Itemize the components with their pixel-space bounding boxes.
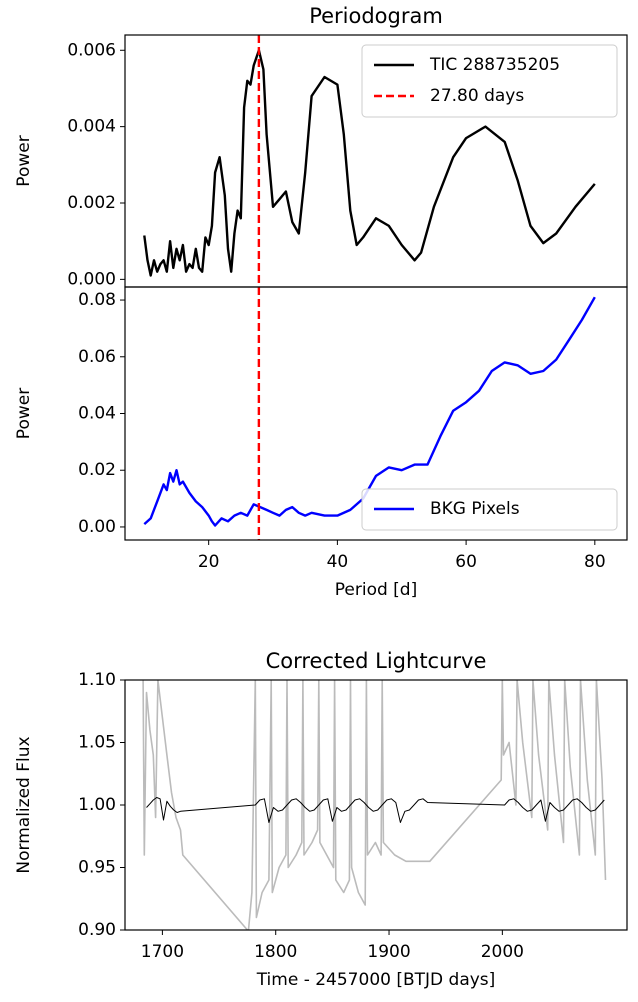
y-tick-label: 0.06 — [78, 347, 116, 367]
y-tick-label: 0.04 — [78, 404, 116, 424]
series-line — [146, 797, 605, 823]
y-tick-label: 1.10 — [78, 670, 116, 690]
plot-area — [143, 287, 596, 540]
x-tick-label: 80 — [584, 552, 606, 572]
chart-title: Corrected Lightcurve — [266, 649, 487, 673]
y-axis-label: Power — [14, 388, 34, 439]
y-tick-label: 0.006 — [67, 40, 116, 60]
series-line — [142, 680, 607, 930]
x-tick-label: 40 — [327, 552, 349, 572]
series-line — [143, 49, 596, 277]
y-tick-label: 0.002 — [67, 193, 116, 213]
y-tick-label: 1.00 — [78, 795, 116, 815]
y-tick-label: 0.000 — [67, 269, 116, 289]
y-tick-label: 0.02 — [78, 460, 116, 480]
series-line — [143, 296, 596, 527]
x-tick-label: 1800 — [254, 942, 297, 962]
y-tick-label: 0.90 — [78, 920, 116, 940]
y-axis-label: Power — [14, 135, 34, 186]
x-tick-label: 1900 — [367, 942, 410, 962]
y-tick-label: 0.004 — [67, 117, 116, 137]
plot-area — [143, 35, 596, 287]
x-tick-label: 60 — [455, 552, 477, 572]
plot-area — [142, 680, 607, 930]
y-tick-label: 0.00 — [78, 517, 116, 537]
y-tick-label: 0.08 — [78, 290, 116, 310]
legend-box — [361, 44, 618, 118]
chart-title: Periodogram — [309, 4, 443, 28]
y-tick-label: 1.05 — [78, 733, 116, 753]
y-axis-label: Normalized Flux — [14, 736, 34, 873]
x-tick-label: 2000 — [481, 942, 524, 962]
y-tick-label: 0.95 — [78, 858, 116, 878]
x-tick-label: 1700 — [141, 942, 184, 962]
legend-label: TIC 288735205 — [429, 55, 560, 75]
legend-label: BKG Pixels — [430, 499, 520, 519]
x-tick-label: 20 — [198, 552, 220, 572]
legend-box — [361, 488, 618, 531]
x-axis-label: Time - 2457000 [BTJD days] — [256, 970, 496, 990]
x-axis-label: Period [d] — [335, 580, 417, 600]
legend-label: 27.80 days — [430, 86, 524, 106]
